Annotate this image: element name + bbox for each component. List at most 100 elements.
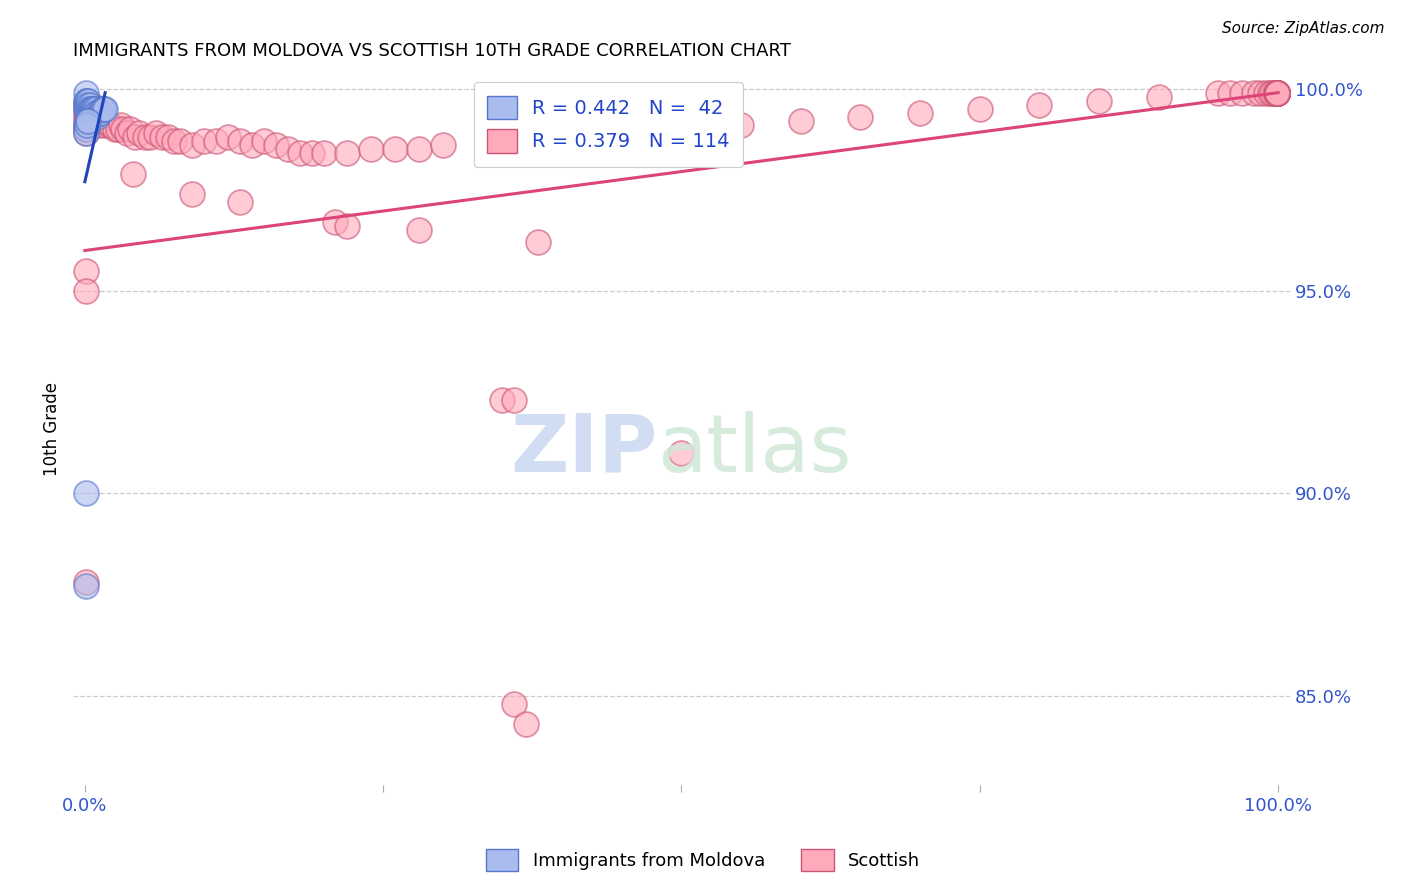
Point bbox=[301, 146, 323, 161]
Point bbox=[336, 219, 359, 234]
Point bbox=[491, 393, 513, 408]
Point bbox=[610, 126, 633, 140]
Point bbox=[139, 130, 162, 145]
Point bbox=[104, 122, 127, 136]
Point bbox=[253, 134, 276, 148]
Point bbox=[1265, 86, 1288, 100]
Point bbox=[115, 126, 138, 140]
Point bbox=[100, 118, 122, 132]
Point bbox=[969, 102, 991, 116]
Point bbox=[93, 102, 115, 116]
Point bbox=[1088, 94, 1111, 108]
Point bbox=[89, 106, 111, 120]
Point bbox=[908, 106, 931, 120]
Point bbox=[1265, 86, 1288, 100]
Point bbox=[94, 102, 117, 116]
Point bbox=[80, 102, 103, 116]
Point bbox=[1263, 86, 1285, 100]
Point bbox=[1265, 86, 1288, 100]
Point bbox=[288, 146, 311, 161]
Point bbox=[86, 114, 108, 128]
Point bbox=[112, 122, 135, 136]
Legend: R = 0.442   N =  42, R = 0.379   N = 114: R = 0.442 N = 42, R = 0.379 N = 114 bbox=[474, 82, 744, 167]
Point bbox=[384, 142, 406, 156]
Point bbox=[1249, 86, 1271, 100]
Point bbox=[75, 486, 97, 500]
Point bbox=[790, 114, 813, 128]
Y-axis label: 10th Grade: 10th Grade bbox=[44, 382, 60, 475]
Point bbox=[181, 186, 204, 201]
Point bbox=[1256, 86, 1278, 100]
Point bbox=[1265, 86, 1288, 100]
Point bbox=[75, 264, 97, 278]
Point bbox=[1265, 86, 1288, 100]
Point bbox=[1147, 89, 1170, 103]
Point bbox=[83, 110, 105, 124]
Point bbox=[217, 130, 239, 145]
Point bbox=[77, 106, 100, 120]
Point bbox=[80, 102, 103, 116]
Point bbox=[84, 102, 107, 116]
Point bbox=[96, 114, 118, 128]
Point bbox=[432, 138, 454, 153]
Point bbox=[240, 138, 263, 153]
Point bbox=[1265, 86, 1288, 100]
Point bbox=[849, 110, 872, 124]
Legend: Immigrants from Moldova, Scottish: Immigrants from Moldova, Scottish bbox=[478, 842, 928, 879]
Point bbox=[730, 118, 752, 132]
Point bbox=[1261, 86, 1284, 100]
Point bbox=[86, 106, 108, 120]
Point bbox=[264, 138, 287, 153]
Point bbox=[75, 118, 97, 132]
Point bbox=[79, 97, 101, 112]
Point bbox=[1265, 86, 1288, 100]
Point bbox=[671, 122, 693, 136]
Point bbox=[91, 110, 114, 124]
Point bbox=[128, 126, 150, 140]
Point bbox=[75, 106, 97, 120]
Point bbox=[75, 94, 97, 108]
Point bbox=[84, 106, 107, 120]
Point bbox=[90, 114, 112, 128]
Point bbox=[1243, 86, 1265, 100]
Point bbox=[94, 118, 117, 132]
Point bbox=[90, 102, 112, 116]
Point bbox=[1265, 86, 1288, 100]
Point bbox=[80, 106, 103, 120]
Point bbox=[408, 142, 430, 156]
Point bbox=[110, 118, 132, 132]
Point bbox=[491, 134, 513, 148]
Point bbox=[77, 106, 100, 120]
Point bbox=[79, 102, 101, 116]
Point bbox=[75, 102, 97, 116]
Point bbox=[1265, 86, 1288, 100]
Point bbox=[75, 114, 97, 128]
Point bbox=[75, 126, 97, 140]
Text: atlas: atlas bbox=[657, 411, 852, 489]
Point bbox=[84, 110, 107, 124]
Point bbox=[75, 284, 97, 298]
Point bbox=[360, 142, 382, 156]
Point bbox=[80, 102, 103, 116]
Point bbox=[503, 697, 526, 711]
Point bbox=[205, 134, 228, 148]
Point bbox=[75, 86, 97, 100]
Point bbox=[1232, 86, 1254, 100]
Point bbox=[120, 122, 142, 136]
Point bbox=[1265, 86, 1288, 100]
Point bbox=[1265, 86, 1288, 100]
Point bbox=[1265, 86, 1288, 100]
Point bbox=[80, 97, 103, 112]
Point bbox=[93, 114, 115, 128]
Point bbox=[80, 102, 103, 116]
Point bbox=[75, 97, 97, 112]
Point bbox=[76, 114, 98, 128]
Point bbox=[551, 130, 574, 145]
Point bbox=[82, 106, 104, 120]
Point bbox=[75, 94, 97, 108]
Point bbox=[77, 94, 100, 108]
Point bbox=[77, 114, 100, 128]
Point bbox=[75, 122, 97, 136]
Point bbox=[1265, 86, 1288, 100]
Point bbox=[89, 114, 111, 128]
